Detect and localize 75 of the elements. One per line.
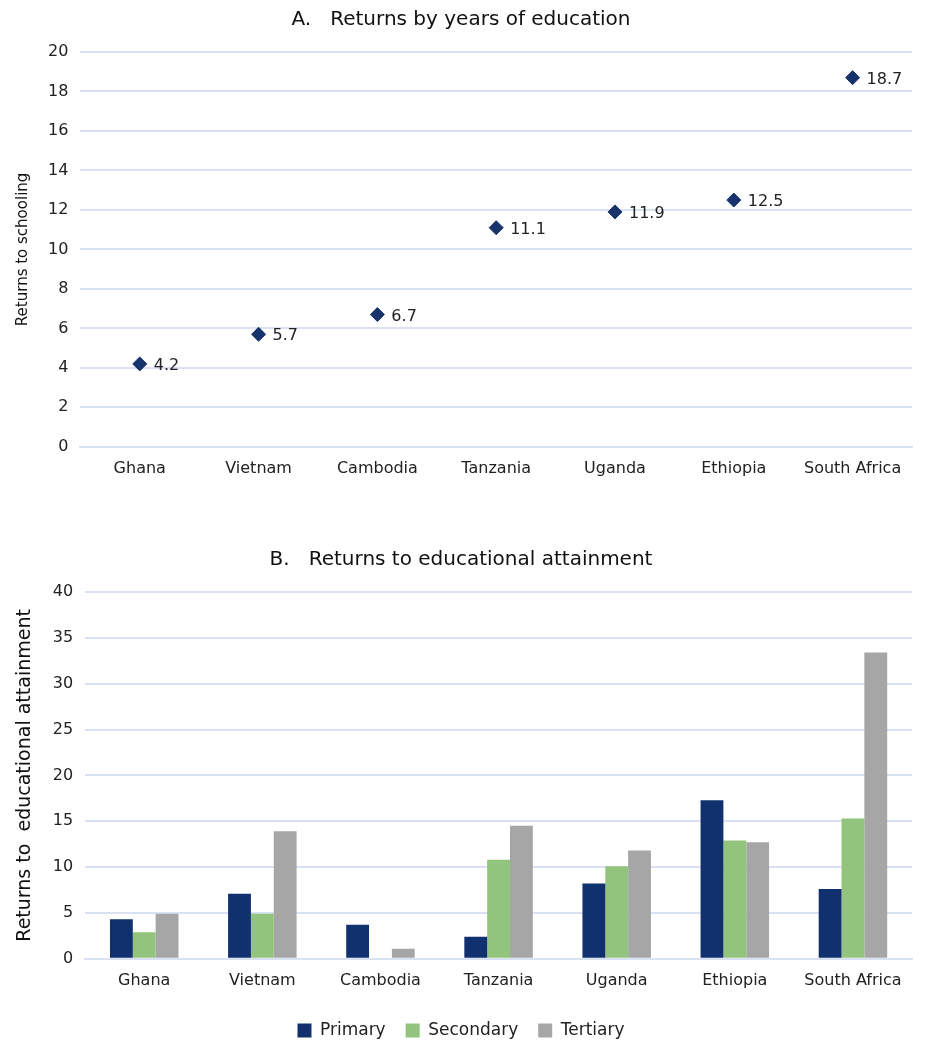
bar xyxy=(346,924,370,958)
bar xyxy=(273,831,297,958)
x-tick-label: Ghana xyxy=(113,457,166,477)
y-tick-label: 4 xyxy=(58,357,69,376)
x-tick-label: Ethiopia xyxy=(702,969,768,989)
bar xyxy=(464,936,488,958)
bar xyxy=(605,866,629,958)
point xyxy=(369,307,385,323)
y-tick-label: 20 xyxy=(52,764,74,784)
chart-title: A. Returns by years of education xyxy=(291,6,631,31)
y-tick-label: 10 xyxy=(48,238,69,258)
y-tick-label: 18 xyxy=(48,80,69,100)
point xyxy=(132,356,148,372)
bar xyxy=(746,842,770,958)
y-axis-title: Returns to educational attainment xyxy=(12,609,35,942)
bar xyxy=(582,883,606,958)
bar xyxy=(628,850,651,958)
x-tick-label: Cambodia xyxy=(340,969,421,989)
y-tick-label: 20 xyxy=(48,41,69,61)
legend-label: Tertiary xyxy=(559,1018,625,1039)
x-tick-label: Uganda xyxy=(585,969,648,989)
y-tick-label: 5 xyxy=(62,902,74,922)
bar xyxy=(487,859,510,958)
bar xyxy=(510,825,533,958)
x-tick-label: Vietnam xyxy=(225,457,292,477)
bar xyxy=(700,800,724,958)
y-tick-label: 35 xyxy=(52,627,74,647)
data-label: 12.5 xyxy=(747,191,784,211)
y-tick-label: 10 xyxy=(52,856,74,876)
y-tick-label: 0 xyxy=(58,435,69,455)
x-tick-label: Vietnam xyxy=(229,969,296,989)
x-tick-label: Tanzania xyxy=(462,969,534,989)
x-tick-label: South Africa xyxy=(803,457,902,477)
y-tick-label: 14 xyxy=(48,159,69,179)
y-tick-label: 25 xyxy=(52,718,74,738)
y-tick-label: 8 xyxy=(58,278,69,298)
y-tick-label: 2 xyxy=(58,396,69,416)
point xyxy=(726,192,742,208)
y-tick-label: 40 xyxy=(52,581,74,601)
y-tick-label: 6 xyxy=(58,317,69,337)
legend-label: Secondary xyxy=(428,1018,519,1039)
x-tick-label: Uganda xyxy=(584,457,646,477)
y-tick-label: 12 xyxy=(48,199,69,219)
bar xyxy=(155,913,179,958)
chart-title: B. Returns to educational attainment xyxy=(269,546,653,571)
data-label: 18.7 xyxy=(866,68,903,88)
point xyxy=(607,204,623,220)
data-label: 11.9 xyxy=(628,203,665,223)
data-label: 11.1 xyxy=(510,218,546,238)
bar xyxy=(250,913,274,958)
y-tick-label: 30 xyxy=(52,672,74,692)
bar xyxy=(818,889,842,958)
bar xyxy=(841,818,865,958)
x-tick-label: Cambodia xyxy=(336,457,418,477)
bar xyxy=(109,919,133,958)
point xyxy=(251,326,267,342)
data-label: 5.7 xyxy=(272,325,299,345)
y-tick-label: 0 xyxy=(62,947,74,967)
point xyxy=(488,220,504,236)
bar xyxy=(864,652,888,958)
bar xyxy=(391,948,415,958)
x-tick-label: Tanzania xyxy=(460,457,532,477)
point xyxy=(845,70,861,86)
y-tick-label: 16 xyxy=(48,120,69,140)
x-tick-label: Ghana xyxy=(118,969,171,989)
x-tick-label: South Africa xyxy=(804,969,902,989)
bar xyxy=(228,893,251,958)
x-tick-label: Ethiopia xyxy=(701,457,767,477)
y-axis-title: Returns to schooling xyxy=(12,172,31,327)
bar xyxy=(132,932,156,958)
legend-label: Primary xyxy=(319,1018,386,1039)
data-label: 4.2 xyxy=(153,355,180,375)
bar xyxy=(723,840,747,958)
y-tick-label: 15 xyxy=(52,810,74,830)
data-label: 6.7 xyxy=(391,305,417,325)
